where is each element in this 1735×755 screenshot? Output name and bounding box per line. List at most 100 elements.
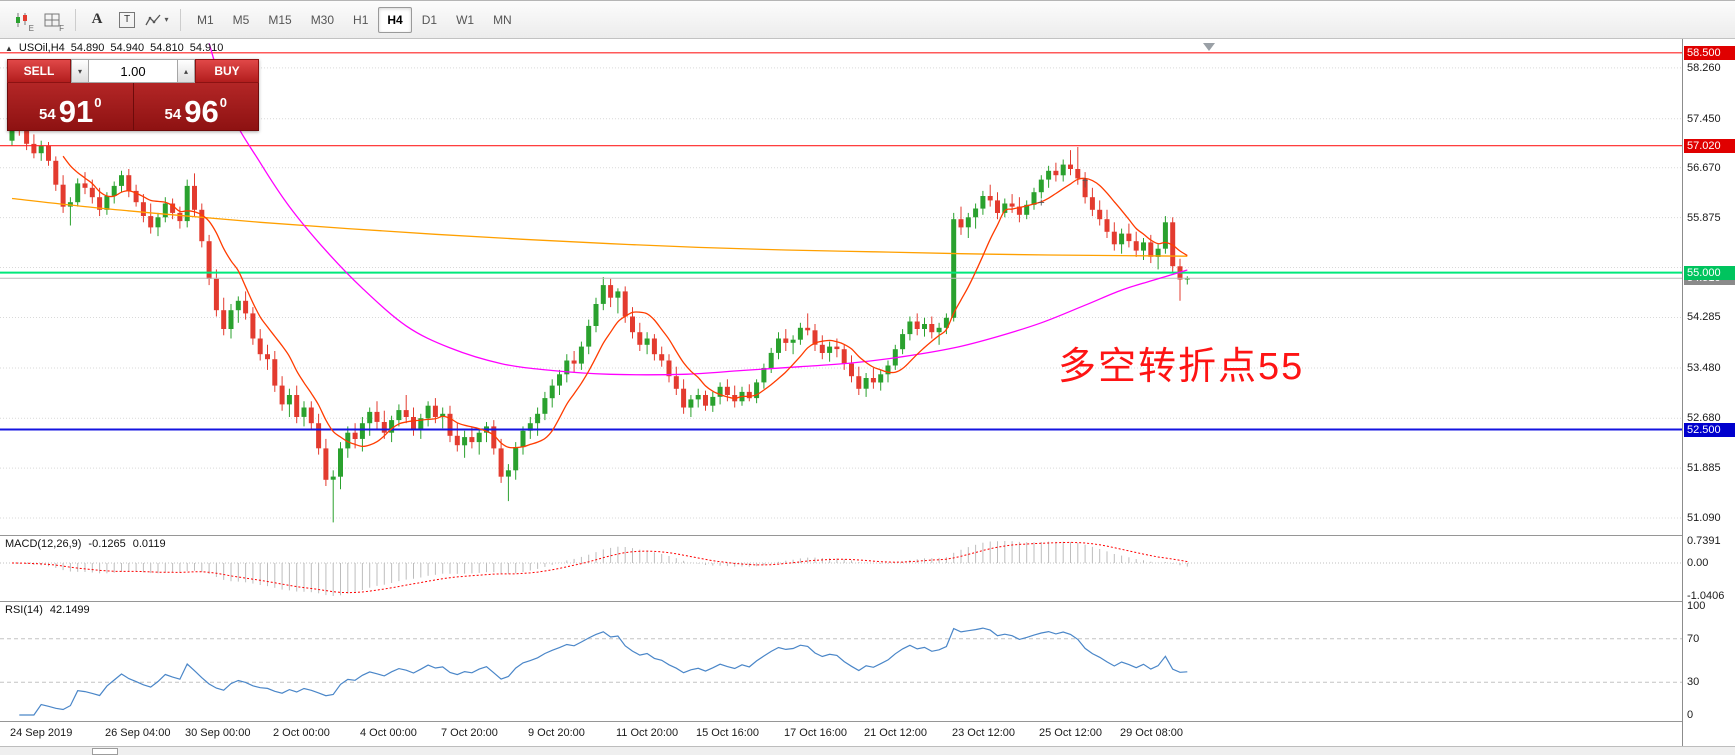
candle-body — [323, 448, 329, 480]
chart-type-button[interactable]: E — [8, 6, 36, 34]
rsi-title: RSI(14) — [5, 604, 43, 616]
timeframe-m15-button[interactable]: M15 — [259, 7, 300, 33]
macd-signal-line — [11, 541, 1188, 594]
volume-decrease-button[interactable]: ▾ — [71, 59, 89, 83]
candle-body — [878, 374, 884, 383]
candle-body — [38, 145, 44, 154]
candle-body — [491, 426, 497, 449]
candle-body — [272, 359, 278, 386]
buy-button[interactable]: BUY — [195, 59, 259, 83]
candle-body — [900, 334, 906, 350]
candle-body — [31, 143, 37, 154]
candle-body — [155, 217, 161, 228]
macd-canvas[interactable] — [0, 536, 1682, 601]
candle-body — [797, 327, 803, 340]
rsi-line — [19, 627, 1188, 716]
timeframe-d1-button[interactable]: D1 — [413, 7, 446, 33]
indicator-window-button[interactable]: F — [38, 6, 66, 34]
candle-body — [1082, 178, 1088, 198]
scroll-nav-box[interactable] — [92, 748, 118, 755]
volume-increase-button[interactable]: ▴ — [177, 59, 195, 83]
candle-body — [345, 432, 351, 449]
timeframe-m1-button[interactable]: M1 — [188, 7, 223, 33]
candle-body — [75, 183, 81, 203]
candle-body — [659, 354, 665, 361]
candle-body — [250, 313, 256, 339]
candle-body — [1184, 278, 1190, 280]
candle-body — [615, 291, 621, 298]
shift-marker-icon[interactable] — [1203, 43, 1215, 51]
icon-badge-f: F — [59, 23, 64, 33]
candle-body — [119, 175, 124, 186]
candle-body — [462, 437, 468, 446]
candle-body — [834, 346, 840, 350]
price-axis[interactable]: 58.260 57.450 56.670 55.875 54.285 53.480 52.6… — [1682, 39, 1735, 746]
sell-button[interactable]: SELL — [7, 59, 71, 83]
toolbar-separator — [75, 8, 76, 31]
rsi-canvas[interactable] — [0, 602, 1682, 721]
ohlc-header: ▲ USOil,H4 54.890 54.940 54.810 54.910 — [5, 42, 223, 54]
candle-body — [199, 209, 205, 242]
time-axis-label: 17 Oct 16:00 — [784, 727, 847, 739]
candle-body — [140, 202, 146, 216]
time-axis[interactable]: 24 Sep 2019 26 Sep 04:00 30 Sep 00:00 2 Oct… — [0, 722, 1682, 746]
candle-body — [827, 346, 833, 353]
price-axis-label: 54.285 — [1687, 311, 1721, 323]
candle-body — [338, 448, 343, 477]
candle-body — [104, 196, 110, 210]
candle-body — [257, 338, 263, 355]
candle-body — [1031, 192, 1037, 205]
timeframe-w1-button[interactable]: W1 — [447, 7, 483, 33]
candle-body — [389, 420, 395, 433]
volume-input[interactable] — [89, 59, 177, 83]
candle-body — [60, 184, 66, 207]
macd-main-value: -0.1265 — [88, 538, 126, 550]
low-value: 54.810 — [150, 42, 184, 54]
sell-price-tile[interactable]: 54 91 0 — [8, 83, 133, 130]
candle-body — [243, 300, 249, 314]
time-axis-label: 15 Oct 16:00 — [696, 727, 759, 739]
candle-body — [381, 422, 387, 433]
candle-body — [418, 418, 424, 430]
candle-body — [184, 185, 190, 222]
candle-body — [914, 321, 920, 329]
textbox-tool-button[interactable]: T — [113, 6, 141, 34]
candle-body — [754, 382, 760, 399]
time-axis-label: 2 Oct 00:00 — [273, 727, 330, 739]
timeframe-h4-button[interactable]: H4 — [378, 6, 412, 33]
text-tool-button[interactable]: A — [83, 6, 111, 34]
candle-body — [1155, 248, 1161, 257]
text-t-icon: T — [119, 11, 135, 28]
timeframe-mn-button[interactable]: MN — [484, 7, 521, 33]
close-value: 54.910 — [189, 42, 224, 54]
candle-body — [688, 399, 694, 408]
price-axis-label: 55.875 — [1687, 212, 1721, 224]
ma-mid-magenta — [208, 43, 1188, 376]
candle-body — [622, 291, 628, 317]
candlestick-chart-icon — [16, 12, 27, 27]
candle-body — [703, 395, 708, 406]
candle-body — [936, 327, 942, 333]
timeframe-h1-button[interactable]: H1 — [344, 7, 377, 33]
buy-price-tile[interactable]: 54 96 0 — [133, 83, 258, 130]
candle-body — [396, 410, 402, 421]
candle-body — [746, 391, 752, 399]
candle-body — [666, 360, 672, 377]
drawing-tools-button[interactable]: ▾ — [143, 6, 171, 34]
open-value: 54.890 — [70, 42, 105, 54]
time-axis-label: 24 Sep 2019 — [10, 727, 73, 739]
candle-body — [1068, 164, 1073, 169]
macd-axis-label: 0.00 — [1687, 557, 1709, 569]
candle-body — [308, 407, 314, 424]
rsi-value: 42.1499 — [49, 604, 90, 616]
price-level-chip: 55.000 — [1684, 266, 1735, 280]
timeframe-m5-button[interactable]: M5 — [224, 7, 259, 33]
price-chart-canvas[interactable]: +† — [0, 39, 1682, 535]
candle-body — [425, 405, 431, 419]
timeframe-m30-button[interactable]: M30 — [302, 7, 343, 33]
sell-price-pips: 91 — [58, 93, 94, 129]
candle-body — [213, 278, 219, 311]
candle-body — [403, 410, 409, 417]
one-click-toggle-icon[interactable]: ▲ — [5, 43, 13, 53]
sell-price-int: 54 — [39, 106, 56, 123]
